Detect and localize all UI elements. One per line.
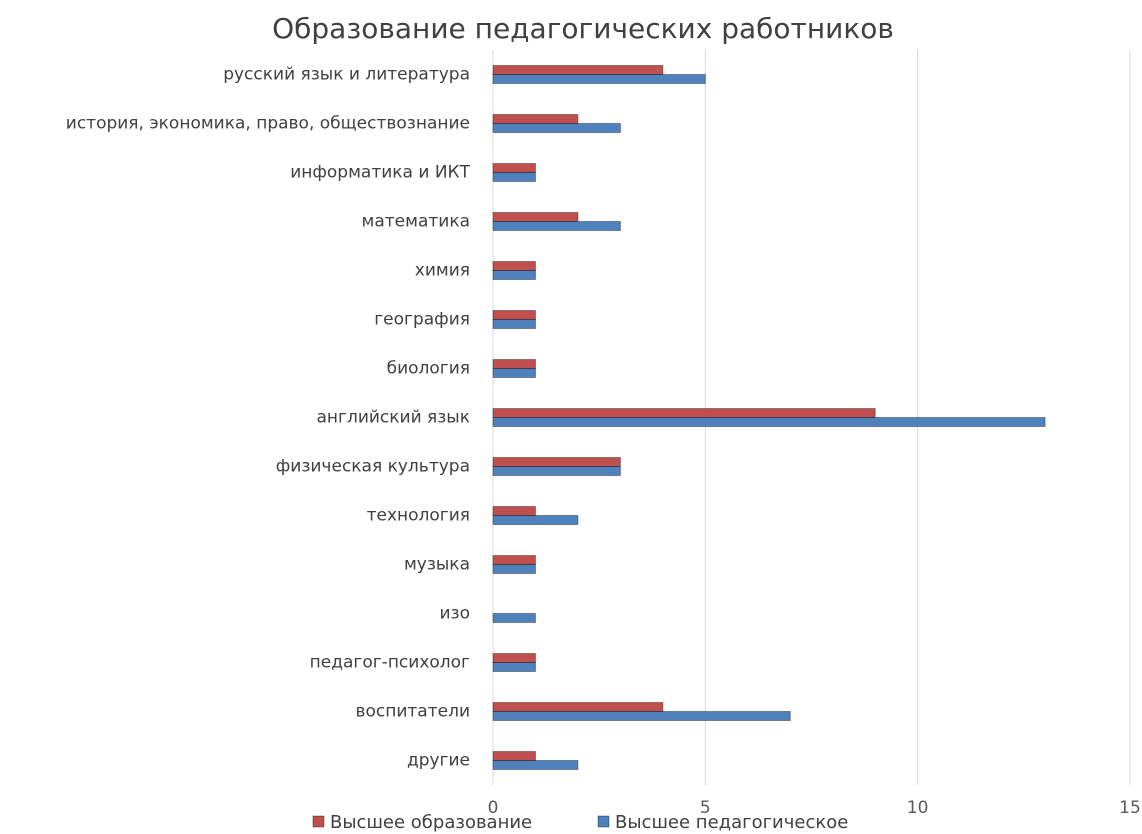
bar <box>492 65 664 75</box>
bar <box>492 613 536 623</box>
y-tick-label: изо <box>440 604 471 624</box>
bar <box>492 319 536 329</box>
bar <box>492 466 621 476</box>
bar <box>492 751 536 761</box>
y-tick-label: педагог-психолог <box>310 653 470 673</box>
chart-title: Образование педагогических работников <box>272 12 894 45</box>
y-tick-label: биология <box>387 359 470 379</box>
bar <box>492 172 536 182</box>
y-tick-label: информатика и ИКТ <box>290 163 470 183</box>
y-tick-label: химия <box>415 261 470 281</box>
legend-label: Высшее педагогическое <box>615 812 848 833</box>
x-tick-label: 10 <box>907 798 929 818</box>
bar <box>492 261 536 271</box>
bar <box>492 555 536 565</box>
y-tick-label: география <box>374 310 470 330</box>
y-tick-label: история, экономика, право, обществознани… <box>66 114 470 134</box>
bar <box>492 760 579 770</box>
x-tick-label: 5 <box>700 798 711 818</box>
bar <box>492 564 536 574</box>
bar <box>492 408 876 418</box>
y-tick-label: другие <box>407 751 470 771</box>
bar <box>492 74 706 84</box>
bar <box>492 506 536 516</box>
bar <box>492 221 621 231</box>
bar <box>492 368 536 378</box>
bar <box>492 662 536 672</box>
x-tick-label: 0 <box>488 798 499 818</box>
bar <box>492 702 664 712</box>
y-tick-label: воспитатели <box>355 702 470 722</box>
y-tick-label: физическая культура <box>276 457 470 477</box>
bar <box>492 417 1046 427</box>
bar <box>492 310 536 320</box>
x-tick-label: 15 <box>1119 798 1141 818</box>
bar <box>492 114 579 124</box>
bar <box>492 163 536 173</box>
legend-label: Высшее образование <box>330 812 532 833</box>
legend-swatch <box>597 815 610 828</box>
bar <box>492 711 791 721</box>
y-tick-label: музыка <box>404 555 470 575</box>
bar <box>492 653 536 663</box>
y-tick-label: математика <box>362 212 470 232</box>
bar <box>492 270 536 280</box>
y-tick-label: русский язык и литература <box>223 65 470 85</box>
y-tick-label: технология <box>367 506 470 526</box>
bar <box>492 515 579 525</box>
bar <box>492 457 621 467</box>
bar <box>492 123 621 133</box>
y-tick-label: английский язык <box>317 408 471 428</box>
bar <box>492 212 579 222</box>
bar <box>492 359 536 369</box>
legend-swatch <box>312 815 325 828</box>
